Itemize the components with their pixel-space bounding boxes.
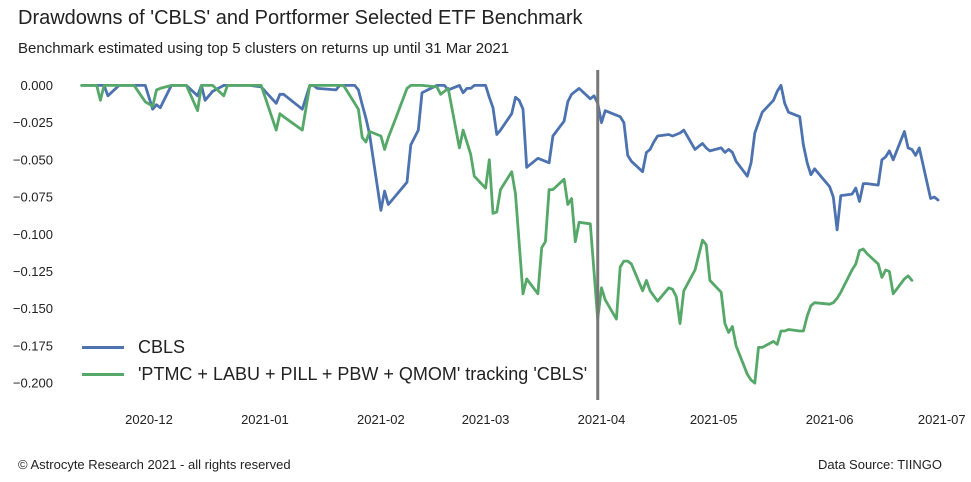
- y-tick-label: −0.050: [13, 152, 53, 167]
- y-tick-label: −0.075: [13, 190, 53, 205]
- x-tick-label: 2021-01: [241, 412, 289, 427]
- chart-title: Drawdowns of 'CBLS' and Portformer Selec…: [18, 7, 583, 29]
- chart-subtitle: Benchmark estimated using top 5 clusters…: [18, 40, 510, 57]
- series-layer: [80, 84, 940, 385]
- y-tick-label: −0.175: [13, 338, 53, 353]
- cbls-line: [80, 84, 940, 232]
- x-tick-label: 2021-04: [578, 412, 626, 427]
- y-axis: 0.000 −0.025 −0.050 −0.075 −0.100 −0.125 −0.15…: [13, 78, 53, 391]
- legend-label-cbls: CBLS: [138, 337, 186, 357]
- data-source: Data Source: TIINGO: [817, 457, 942, 472]
- x-tick-label: 2021-03: [462, 412, 510, 427]
- legend-item-benchmark: 'PTMC + LABU + PILL + PBW + QMOM' tracki…: [82, 361, 587, 388]
- legend-label-benchmark: 'PTMC + LABU + PILL + PBW + QMOM' tracki…: [138, 364, 588, 384]
- copyright-notice: © Astrocyte Research 2021 - all rights r…: [18, 457, 291, 472]
- y-tick-label: −0.025: [13, 115, 53, 130]
- y-tick-label: −0.100: [13, 227, 53, 242]
- benchmark-line: [80, 84, 914, 385]
- legend-swatch-cbls: [82, 346, 124, 349]
- legend: CBLS 'PTMC + LABU + PILL + PBW + QMOM' t…: [82, 334, 587, 388]
- x-axis: 2020-12 2021-01 2021-02 2021-03 2021-04 2021-…: [125, 412, 965, 427]
- legend-item-cbls: CBLS: [82, 334, 587, 361]
- y-tick-label: 0.000: [20, 78, 53, 93]
- x-tick-label: 2020-12: [125, 412, 173, 427]
- y-tick-label: −0.150: [13, 301, 53, 316]
- y-tick-label: −0.200: [13, 376, 53, 391]
- x-tick-label: 2021-05: [690, 412, 738, 427]
- y-tick-label: −0.125: [13, 264, 53, 279]
- legend-swatch-benchmark: [82, 373, 124, 376]
- x-tick-label: 2021-07: [918, 412, 966, 427]
- x-tick-label: 2021-02: [357, 412, 405, 427]
- x-tick-label: 2021-06: [806, 412, 854, 427]
